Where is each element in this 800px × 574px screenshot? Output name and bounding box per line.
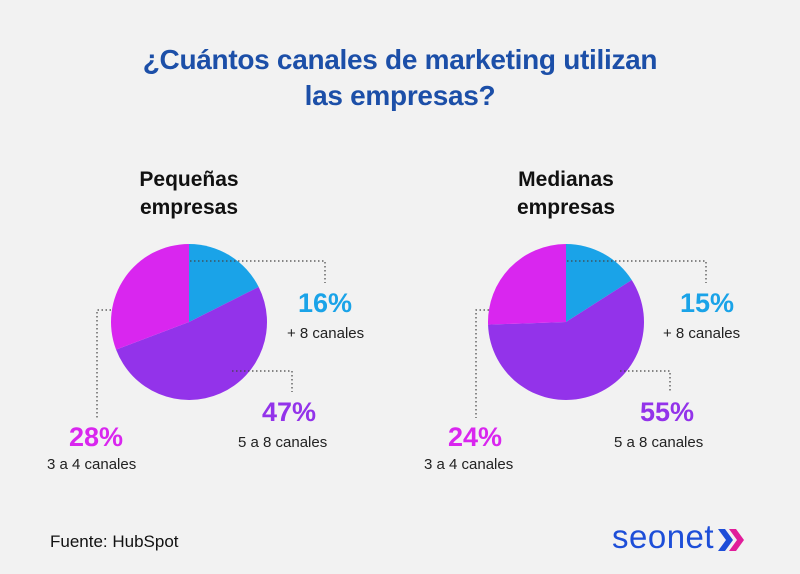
chart-2-slice-blue: [566, 244, 632, 322]
chart-1-title-line-2: empresas: [139, 196, 239, 219]
chart-1-title-line-1: Pequeñas: [139, 168, 239, 191]
chart-1-slice-blue: [189, 244, 259, 322]
chart-1-purple-percent: 47%: [262, 397, 317, 427]
double-chevron-right-icon: [718, 529, 745, 551]
pie-chart-medium-business: [488, 244, 645, 400]
leader-lines: [96, 260, 707, 418]
title-line-1: ¿Cuántos canales de marketing utilizan: [142, 44, 658, 75]
leader-line-chart-1-purple: [232, 370, 293, 392]
chart-1-purple-label: 5 a 8 canales: [238, 434, 328, 451]
chart-2-title-line-1: Medianas: [518, 168, 614, 191]
title-line-2: las empresas?: [304, 80, 496, 111]
leader-line-chart-2-magenta: [475, 309, 489, 418]
chart-2-title: Medianas empresas: [456, 166, 676, 222]
chart-1-title: Pequeñas empresas: [79, 166, 299, 222]
brand-logo: seonet: [612, 518, 746, 556]
logo-text: seonet: [612, 518, 715, 555]
chart-2-purple-percent: 55%: [640, 397, 695, 427]
chart-2-magenta-percent: 24%: [448, 422, 503, 452]
source-note: Fuente: HubSpot: [50, 532, 179, 551]
pie-chart-small-business: [111, 244, 268, 401]
chart-1-slice-purple: [116, 286, 268, 401]
chart-2-purple-label: 5 a 8 canales: [614, 434, 704, 451]
chart-2-slice-purple: [488, 280, 645, 400]
leader-line-chart-1-blue: [190, 260, 326, 283]
chart-2-blue-label: + 8 canales: [663, 325, 741, 342]
chart-2-magenta-label: 3 a 4 canales: [424, 456, 514, 473]
chart-2-blue-percent: 15%: [680, 288, 735, 318]
chart-1-magenta-percent: 28%: [69, 422, 124, 452]
chart-2-slice-magenta: [488, 244, 566, 325]
chart-1-magenta-label: 3 a 4 canales: [47, 456, 137, 473]
chart-2-title-line-2: empresas: [516, 196, 616, 219]
chart-1-slice-magenta: [111, 244, 189, 350]
chart-1-blue-percent: 16%: [298, 288, 353, 318]
leader-line-chart-1-magenta: [96, 309, 111, 418]
leader-line-chart-2-purple: [620, 370, 671, 392]
chart-1-blue-label: + 8 canales: [287, 325, 365, 342]
page-title: ¿Cuántos canales de marketing utilizan l…: [0, 42, 800, 114]
